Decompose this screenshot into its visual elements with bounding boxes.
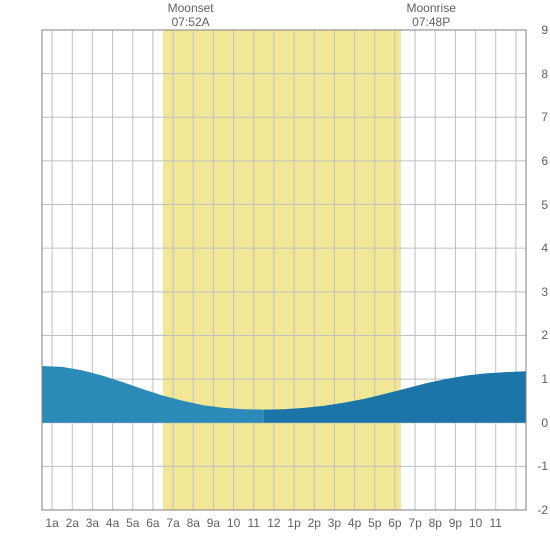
moonrise-title: Moonrise bbox=[401, 1, 461, 15]
x-tick-label: 5p bbox=[365, 516, 385, 530]
x-tick-label: 9a bbox=[203, 516, 223, 530]
y-tick-label: 9 bbox=[530, 23, 548, 37]
x-tick-label: 8p bbox=[425, 516, 445, 530]
x-tick-label: 6a bbox=[143, 516, 163, 530]
x-tick-label: 1a bbox=[42, 516, 62, 530]
x-tick-label: 10 bbox=[224, 516, 244, 530]
x-tick-label: 7a bbox=[163, 516, 183, 530]
x-tick-label: 1p bbox=[284, 516, 304, 530]
x-tick-label: 8a bbox=[183, 516, 203, 530]
x-tick-label: 2a bbox=[62, 516, 82, 530]
x-tick-label: 12 bbox=[264, 516, 284, 530]
x-tick-label: 4a bbox=[103, 516, 123, 530]
x-tick-label: 6p bbox=[385, 516, 405, 530]
tide-chart-svg bbox=[0, 0, 550, 550]
y-tick-label: -2 bbox=[530, 503, 548, 517]
x-tick-label: 11 bbox=[244, 516, 264, 530]
y-tick-label: 1 bbox=[530, 372, 548, 386]
x-tick-label: 9p bbox=[445, 516, 465, 530]
y-tick-label: 4 bbox=[530, 241, 548, 255]
x-tick-label: 2p bbox=[304, 516, 324, 530]
x-tick-label: 4p bbox=[345, 516, 365, 530]
y-tick-label: 6 bbox=[530, 154, 548, 168]
y-tick-label: 7 bbox=[530, 110, 548, 124]
x-tick-label: 10 bbox=[466, 516, 486, 530]
moonset-time: 07:52A bbox=[161, 15, 221, 29]
y-tick-label: 2 bbox=[530, 328, 548, 342]
x-tick-label: 11 bbox=[486, 516, 506, 530]
y-tick-label: 5 bbox=[530, 198, 548, 212]
y-tick-label: 0 bbox=[530, 416, 548, 430]
x-tick-label: 3a bbox=[82, 516, 102, 530]
moonrise-time: 07:48P bbox=[401, 15, 461, 29]
x-tick-label: 5a bbox=[123, 516, 143, 530]
y-tick-label: 8 bbox=[530, 67, 548, 81]
x-tick-label: 3p bbox=[324, 516, 344, 530]
moonset-title: Moonset bbox=[161, 1, 221, 15]
y-tick-label: -1 bbox=[530, 459, 548, 473]
x-tick-label: 7p bbox=[405, 516, 425, 530]
tide-chart-root: { "chart": { "type": "area", "plot": { "… bbox=[0, 0, 550, 550]
y-tick-label: 3 bbox=[530, 285, 548, 299]
